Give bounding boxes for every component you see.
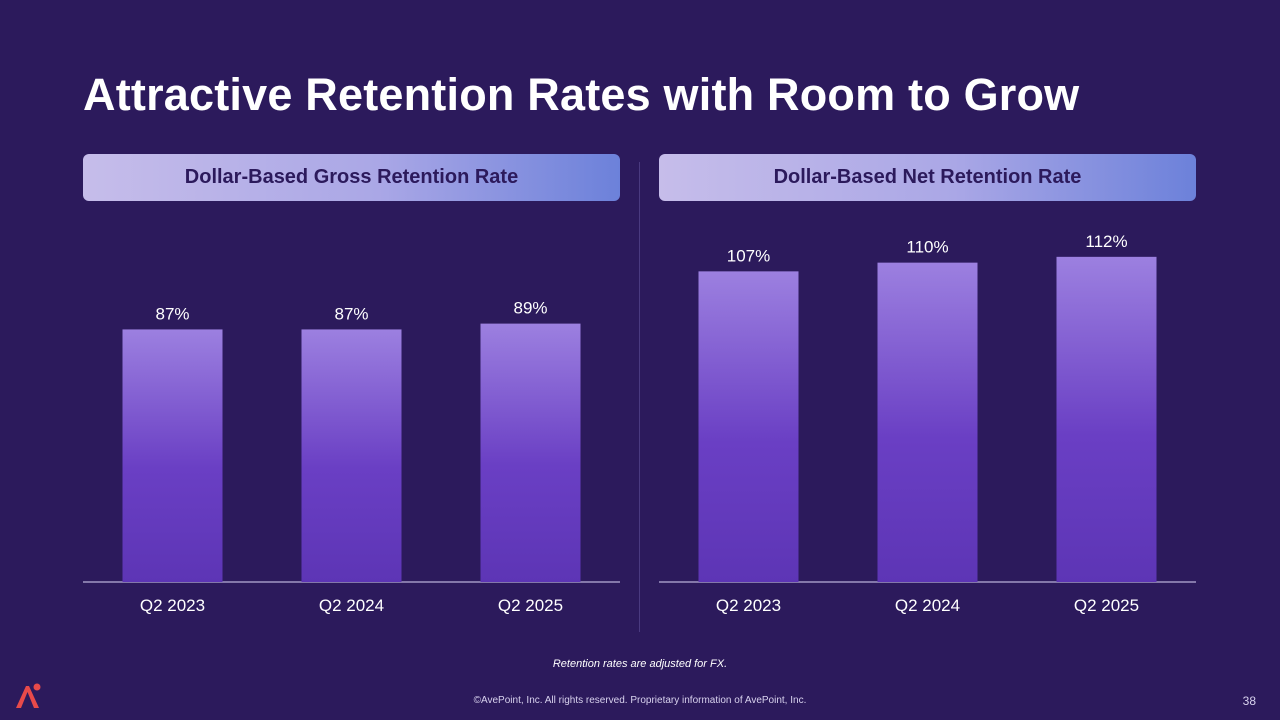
page-number: 38 xyxy=(1242,694,1256,708)
gross-tick-label-2: Q2 2024 xyxy=(319,596,384,615)
gross-tick-label-3: Q2 2025 xyxy=(498,596,563,615)
copyright-footer: ©AvePoint, Inc. All rights reserved. Pro… xyxy=(473,695,807,706)
gross-retention-title: Dollar-Based Gross Retention Rate xyxy=(184,166,519,188)
gross-bar-3 xyxy=(480,323,581,582)
net-bar-2 xyxy=(877,262,978,582)
net-tick-label-2: Q2 2024 xyxy=(895,596,960,615)
gross-data-label-3: 89% xyxy=(513,299,547,318)
net-bar-3 xyxy=(1056,256,1157,582)
net-tick-label-3: Q2 2025 xyxy=(1074,596,1139,615)
gross-data-label-2: 87% xyxy=(334,304,368,323)
footnote: Retention rates are adjusted for FX. xyxy=(552,658,728,670)
net-retention-header: Dollar-Based Net Retention Rate xyxy=(659,154,1196,201)
net-bar-1 xyxy=(698,271,799,582)
gross-bar-2 xyxy=(301,329,402,582)
gross-data-label-1: 87% xyxy=(155,304,189,323)
avepoint-logo-icon xyxy=(16,683,41,708)
net-tick-label-1: Q2 2023 xyxy=(716,596,781,615)
gross-tick-label-1: Q2 2023 xyxy=(140,596,205,615)
panel-divider xyxy=(639,162,640,632)
net-data-label-3: 112% xyxy=(1085,232,1127,251)
net-retention-title: Dollar-Based Net Retention Rate xyxy=(773,166,1082,188)
slide-title: Attractive Retention Rates with Room to … xyxy=(83,69,1080,120)
gross-bar-1 xyxy=(122,329,223,582)
net-data-label-2: 110% xyxy=(906,238,948,257)
net-data-label-1: 107% xyxy=(727,246,770,265)
gross-retention-header: Dollar-Based Gross Retention Rate xyxy=(83,154,620,201)
